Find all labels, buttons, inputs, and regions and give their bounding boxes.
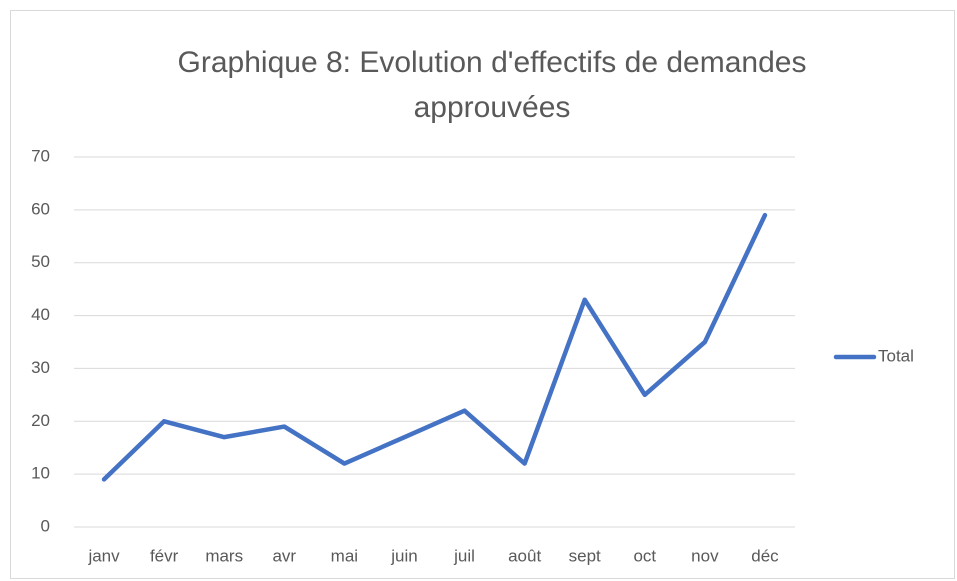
y-tick-label: 30: [31, 358, 50, 377]
line-series: [101, 212, 768, 482]
x-tick-label: juin: [390, 546, 417, 565]
x-tick-label: août: [508, 546, 541, 565]
x-tick-label: nov: [691, 546, 719, 565]
y-tick-label: 60: [31, 199, 50, 218]
y-tick-label: 70: [31, 146, 50, 165]
x-tick-label: oct: [633, 546, 656, 565]
x-tick-label: mai: [331, 546, 358, 565]
x-tick-label: sept: [569, 546, 601, 565]
y-tick-label: 40: [31, 305, 50, 324]
x-tick-label: avr: [272, 546, 296, 565]
y-tick-label: 50: [31, 252, 50, 271]
chart-title: Graphique 8: Evolution d'effectifs de de…: [177, 46, 807, 124]
legend-label: Total: [878, 346, 914, 365]
y-tick-label: 10: [31, 464, 50, 483]
x-tick-label: janv: [87, 546, 120, 565]
chart-border: [10, 10, 955, 579]
x-tick-label: févr: [150, 546, 179, 565]
x-tick-label: juil: [453, 546, 475, 565]
y-tick-label: 0: [41, 516, 50, 535]
y-tick-label: 20: [31, 411, 50, 430]
x-tick-label: mars: [205, 546, 243, 565]
x-tick-label: déc: [751, 546, 779, 565]
